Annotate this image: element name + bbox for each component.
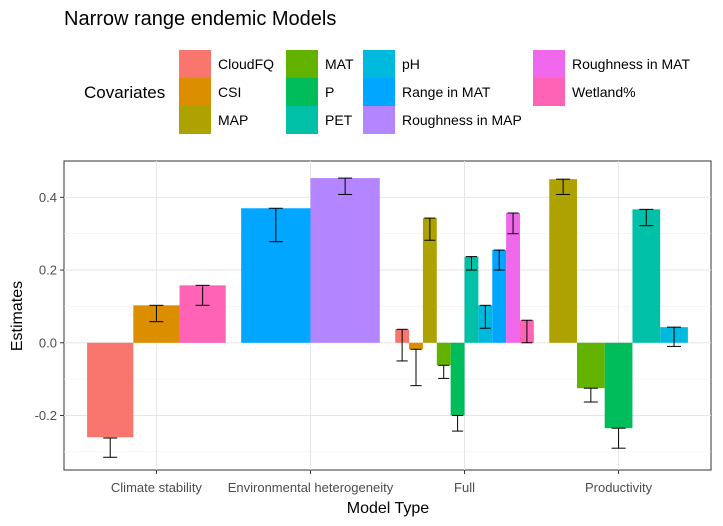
y-tick-label: 0.4 [39, 190, 57, 205]
legend-key-swatch [363, 50, 395, 78]
bar-full-pet [464, 256, 479, 343]
legend-key-swatch [533, 78, 565, 106]
bar-climate-stability-cloudfq [87, 342, 134, 438]
legend-label: CSI [218, 84, 242, 100]
error-bar-full-ph [479, 304, 491, 329]
legend-item-p: P [286, 78, 334, 106]
bar-productivity-mat [576, 342, 605, 389]
bar-full-csi [409, 342, 423, 350]
error-bar-productivity-mat [583, 387, 598, 403]
error-bar-productivity-map [556, 178, 571, 195]
x-tick-label: Climate stability [111, 480, 203, 495]
error-bar-climate-stability-csi [149, 304, 164, 323]
error-bar-full-wetland-pct [521, 319, 533, 344]
legend-key-swatch [363, 78, 395, 106]
error-bar-full-pet [465, 256, 478, 271]
bar-full-range-in-mat [492, 250, 507, 343]
error-bar-full-map [424, 217, 436, 241]
legend-label: P [325, 84, 335, 100]
legend-item-roughness-in-mat: Roughness in MAT [533, 50, 690, 78]
x-tick-label: Productivity [585, 480, 653, 495]
legend-label: MAP [218, 112, 249, 128]
bar-layer [87, 177, 688, 458]
error-bar-climate-stability-wetland-pct [195, 284, 210, 306]
legend-item-wetland-pct: Wetland% [533, 78, 636, 106]
legend-item-range-in-mat: Range in MAT [363, 78, 490, 106]
bar-full-mat [436, 342, 451, 366]
legend-key-swatch [179, 106, 211, 134]
error-bar-environmental-heterogeneity-roughness-in-map [338, 177, 353, 195]
error-bar-full-range-in-mat [493, 249, 505, 271]
legend-key-swatch [363, 106, 395, 134]
legend-label: CloudFQ [218, 56, 275, 72]
legend-label: Range in MAT [402, 84, 491, 100]
legend-item-mat: MAT [286, 50, 354, 78]
bar-environmental-heterogeneity-roughness-in-map [310, 178, 380, 343]
error-bar-environmental-heterogeneity-range-in-mat [268, 207, 283, 243]
legend-key-swatch [286, 106, 318, 134]
bar-full-map [422, 218, 437, 343]
y-tick-label: 0.0 [39, 335, 57, 350]
x-axis-title: Model Type [347, 500, 430, 517]
y-tick-label: -0.2 [35, 408, 57, 423]
error-bar-full-mat [438, 364, 450, 379]
legend-key-swatch [286, 50, 318, 78]
legend-title: Covariates [84, 83, 166, 102]
bar-full-p [450, 342, 465, 416]
legend-key-swatch [286, 78, 318, 106]
legend-label: Roughness in MAT [572, 56, 691, 72]
legend-item-map: MAP [179, 106, 248, 134]
error-bar-climate-stability-cloudfq [103, 437, 118, 458]
legend-label: pH [402, 56, 420, 72]
legend-label: MAT [325, 56, 354, 72]
legend-item-cloudfq: CloudFQ [179, 50, 274, 78]
error-bar-productivity-ph [667, 326, 682, 347]
error-bar-full-p [452, 414, 464, 432]
legend-item-pet: PET [286, 106, 352, 134]
legend-label: Roughness in MAP [402, 112, 522, 128]
error-bar-full-csi [410, 348, 422, 387]
legend-key-swatch [179, 50, 211, 78]
y-tick-label: 0.2 [39, 263, 57, 278]
legend-item-ph: pH [363, 50, 420, 78]
bar-productivity-p [604, 342, 633, 429]
error-bar-productivity-p [611, 427, 626, 449]
error-bar-full-cloudfq [396, 328, 408, 362]
error-bar-productivity-pet [639, 208, 654, 227]
bar-productivity-map [549, 179, 577, 343]
x-tick-label: Environmental heterogeneity [228, 480, 394, 495]
legend-label: Wetland% [572, 84, 636, 100]
axis-layer: -0.2 0.0 0.2 0.4 Climate stability Environmen… [35, 190, 653, 495]
error-bar-full-roughness-in-mat [507, 212, 519, 235]
chart-title: Narrow range endemic Models [64, 8, 337, 30]
legend-item-roughness-in-map: Roughness in MAP [363, 106, 522, 134]
legend-label: PET [325, 112, 353, 128]
x-tick-label: Full [454, 480, 475, 495]
bar-productivity-pet [632, 209, 661, 343]
y-axis-title: Estimates [9, 281, 26, 351]
legend-item-csi: CSI [179, 78, 241, 106]
bar-full-roughness-in-mat [506, 212, 520, 343]
legend-key-swatch [533, 50, 565, 78]
legend-key-swatch [179, 78, 211, 106]
